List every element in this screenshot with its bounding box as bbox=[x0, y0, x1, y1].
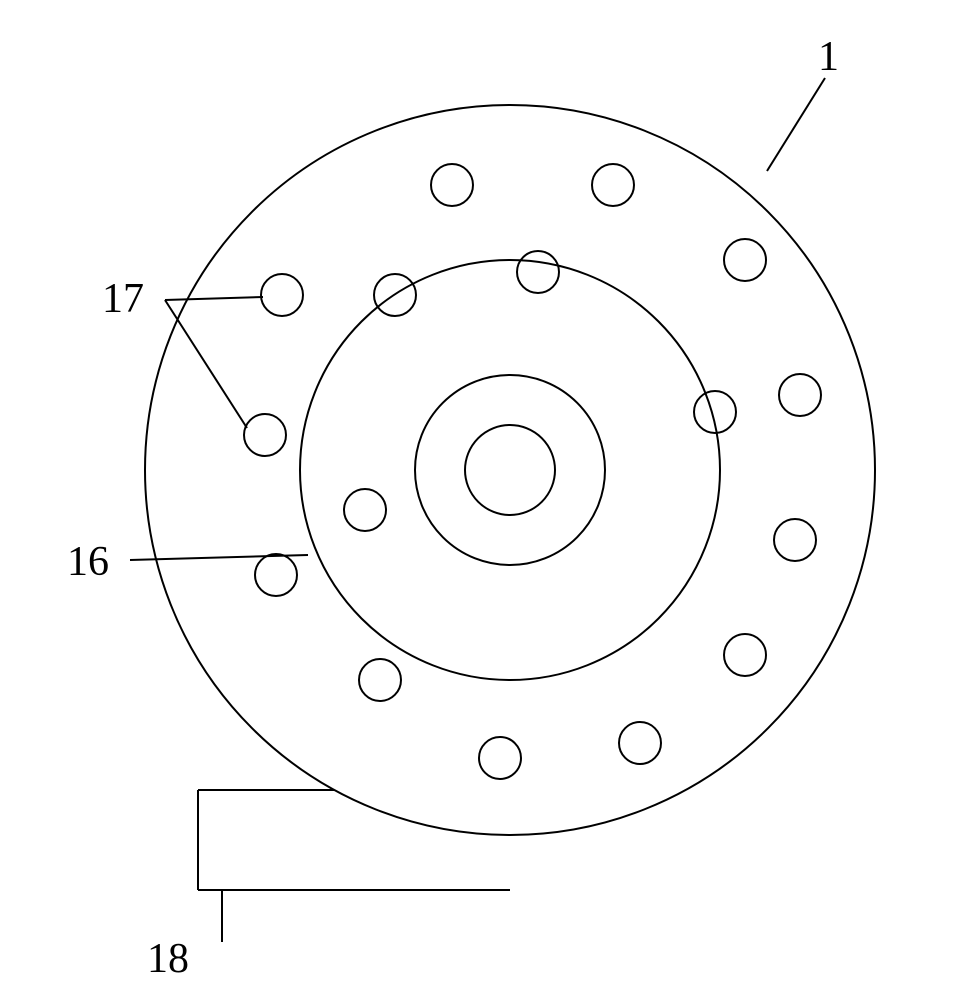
hole-circle bbox=[261, 274, 303, 316]
labels-group: 1 16 17 18 bbox=[67, 34, 839, 982]
hole-circle bbox=[344, 489, 386, 531]
hole-circle bbox=[619, 722, 661, 764]
hole-circle bbox=[479, 737, 521, 779]
hole-circle bbox=[779, 374, 821, 416]
leader-line bbox=[767, 78, 825, 171]
middle-circle bbox=[300, 260, 720, 680]
part-label: 16 bbox=[67, 539, 109, 585]
hole-circle bbox=[724, 239, 766, 281]
hole-circle bbox=[774, 519, 816, 561]
hole-circle bbox=[592, 164, 634, 206]
leader-lines bbox=[130, 78, 825, 942]
holes-group bbox=[244, 164, 821, 779]
hole-circle bbox=[431, 164, 473, 206]
part-label: 17 bbox=[102, 276, 144, 322]
inner-ring-outer bbox=[415, 375, 605, 565]
inner-ring-inner bbox=[465, 425, 555, 515]
leader-line bbox=[165, 297, 263, 300]
hole-circle bbox=[517, 251, 559, 293]
hole-circle bbox=[255, 554, 297, 596]
mechanical-diagram: 1 16 17 18 bbox=[0, 0, 971, 1000]
hole-circle bbox=[359, 659, 401, 701]
part-label: 18 bbox=[147, 936, 189, 982]
part-label: 1 bbox=[818, 34, 839, 80]
hole-circle bbox=[244, 414, 286, 456]
hole-circle bbox=[724, 634, 766, 676]
outer-circle bbox=[145, 105, 875, 835]
